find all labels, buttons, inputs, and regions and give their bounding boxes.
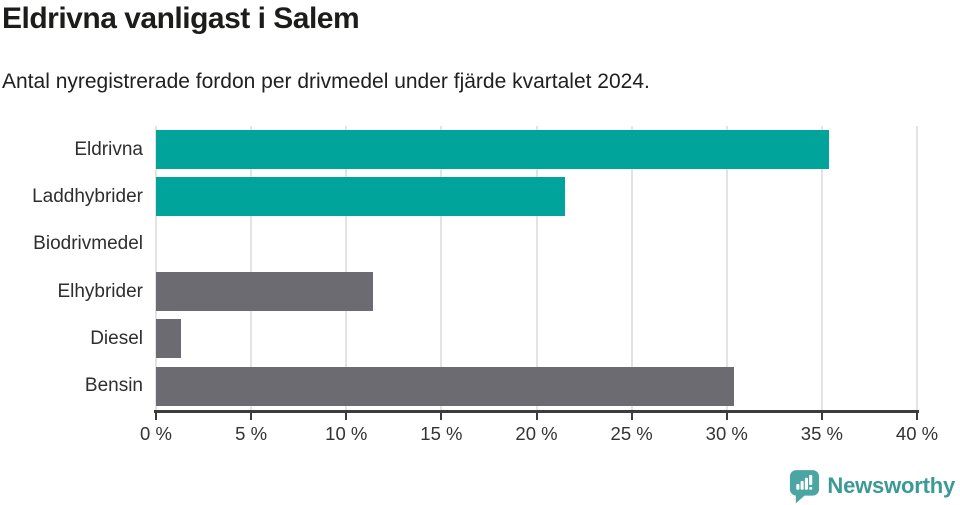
x-axis-tick-label: 40 % (895, 423, 939, 444)
chart-row (156, 315, 917, 362)
chart-row (156, 126, 917, 173)
gridline (250, 126, 253, 410)
x-axis-tick-label: 35 % (800, 423, 843, 444)
category-label: Laddhybrider (32, 185, 143, 207)
chart-row (156, 363, 917, 410)
x-axis-tick (250, 413, 253, 420)
x-axis-tick (630, 413, 633, 420)
x-axis-tick-label: 10 % (325, 423, 368, 444)
x-axis-tick (916, 413, 918, 420)
brand-name: Newsworthy (827, 473, 955, 498)
category-labels: Eldrivna Laddhybrider Biodrivmedel Elhybrid… (0, 126, 143, 410)
chart-subtitle: Antal nyregistrerade fordon per drivmede… (2, 70, 650, 93)
bar-bensin (156, 366, 735, 406)
chart-row (156, 221, 917, 268)
speech-bubble-shape (790, 469, 820, 503)
plot-area (155, 126, 918, 410)
gridline (345, 126, 348, 410)
gridline (820, 126, 823, 410)
chart-rows (156, 126, 917, 410)
chart-row (156, 268, 917, 315)
bar-diesel (156, 319, 181, 359)
newsworthy-logo-icon (790, 469, 820, 503)
x-axis-tick (345, 413, 348, 420)
gridline (535, 126, 538, 410)
chart-title: Eldrivna vanligast i Salem (2, 2, 360, 35)
x-axis-tick (155, 413, 157, 420)
gridline (630, 126, 633, 410)
brand-footer: Newsworthy (789, 468, 955, 504)
chart-row (156, 173, 917, 220)
x-axis-tick-label: 20 % (515, 423, 558, 444)
x-axis-tick (725, 413, 728, 420)
gridline (155, 126, 157, 410)
bar-eldrivna (156, 130, 830, 170)
bar-chart-glyph (796, 474, 813, 490)
x-axis-tick-label: 0 % (140, 423, 172, 444)
bar-laddhybrider (156, 177, 566, 217)
x-axis-ticks (155, 413, 918, 421)
category-label: Bensin (84, 375, 143, 397)
x-axis-line (154, 410, 919, 413)
x-axis-tick-label: 5 % (235, 423, 268, 444)
category-label: Biodrivmedel (33, 233, 143, 255)
x-axis-tick (440, 413, 443, 420)
gridline (440, 126, 443, 410)
gridline (916, 126, 918, 410)
x-axis-tick-label: 25 % (610, 423, 653, 444)
x-axis-tick-label: 30 % (705, 423, 748, 444)
x-axis-tick (820, 413, 823, 420)
x-axis-tick-label: 15 % (420, 423, 463, 444)
x-axis-tick (535, 413, 538, 420)
category-label: Diesel (90, 327, 143, 349)
x-axis-labels: 0 % 5 % 10 % 15 % 20 % 25 % 30 % 35 % 40 % (140, 423, 938, 447)
category-label: Eldrivna (74, 138, 143, 160)
category-label: Elhybrider (57, 280, 143, 302)
gridline (725, 126, 728, 410)
bar-elhybrider (156, 272, 373, 312)
